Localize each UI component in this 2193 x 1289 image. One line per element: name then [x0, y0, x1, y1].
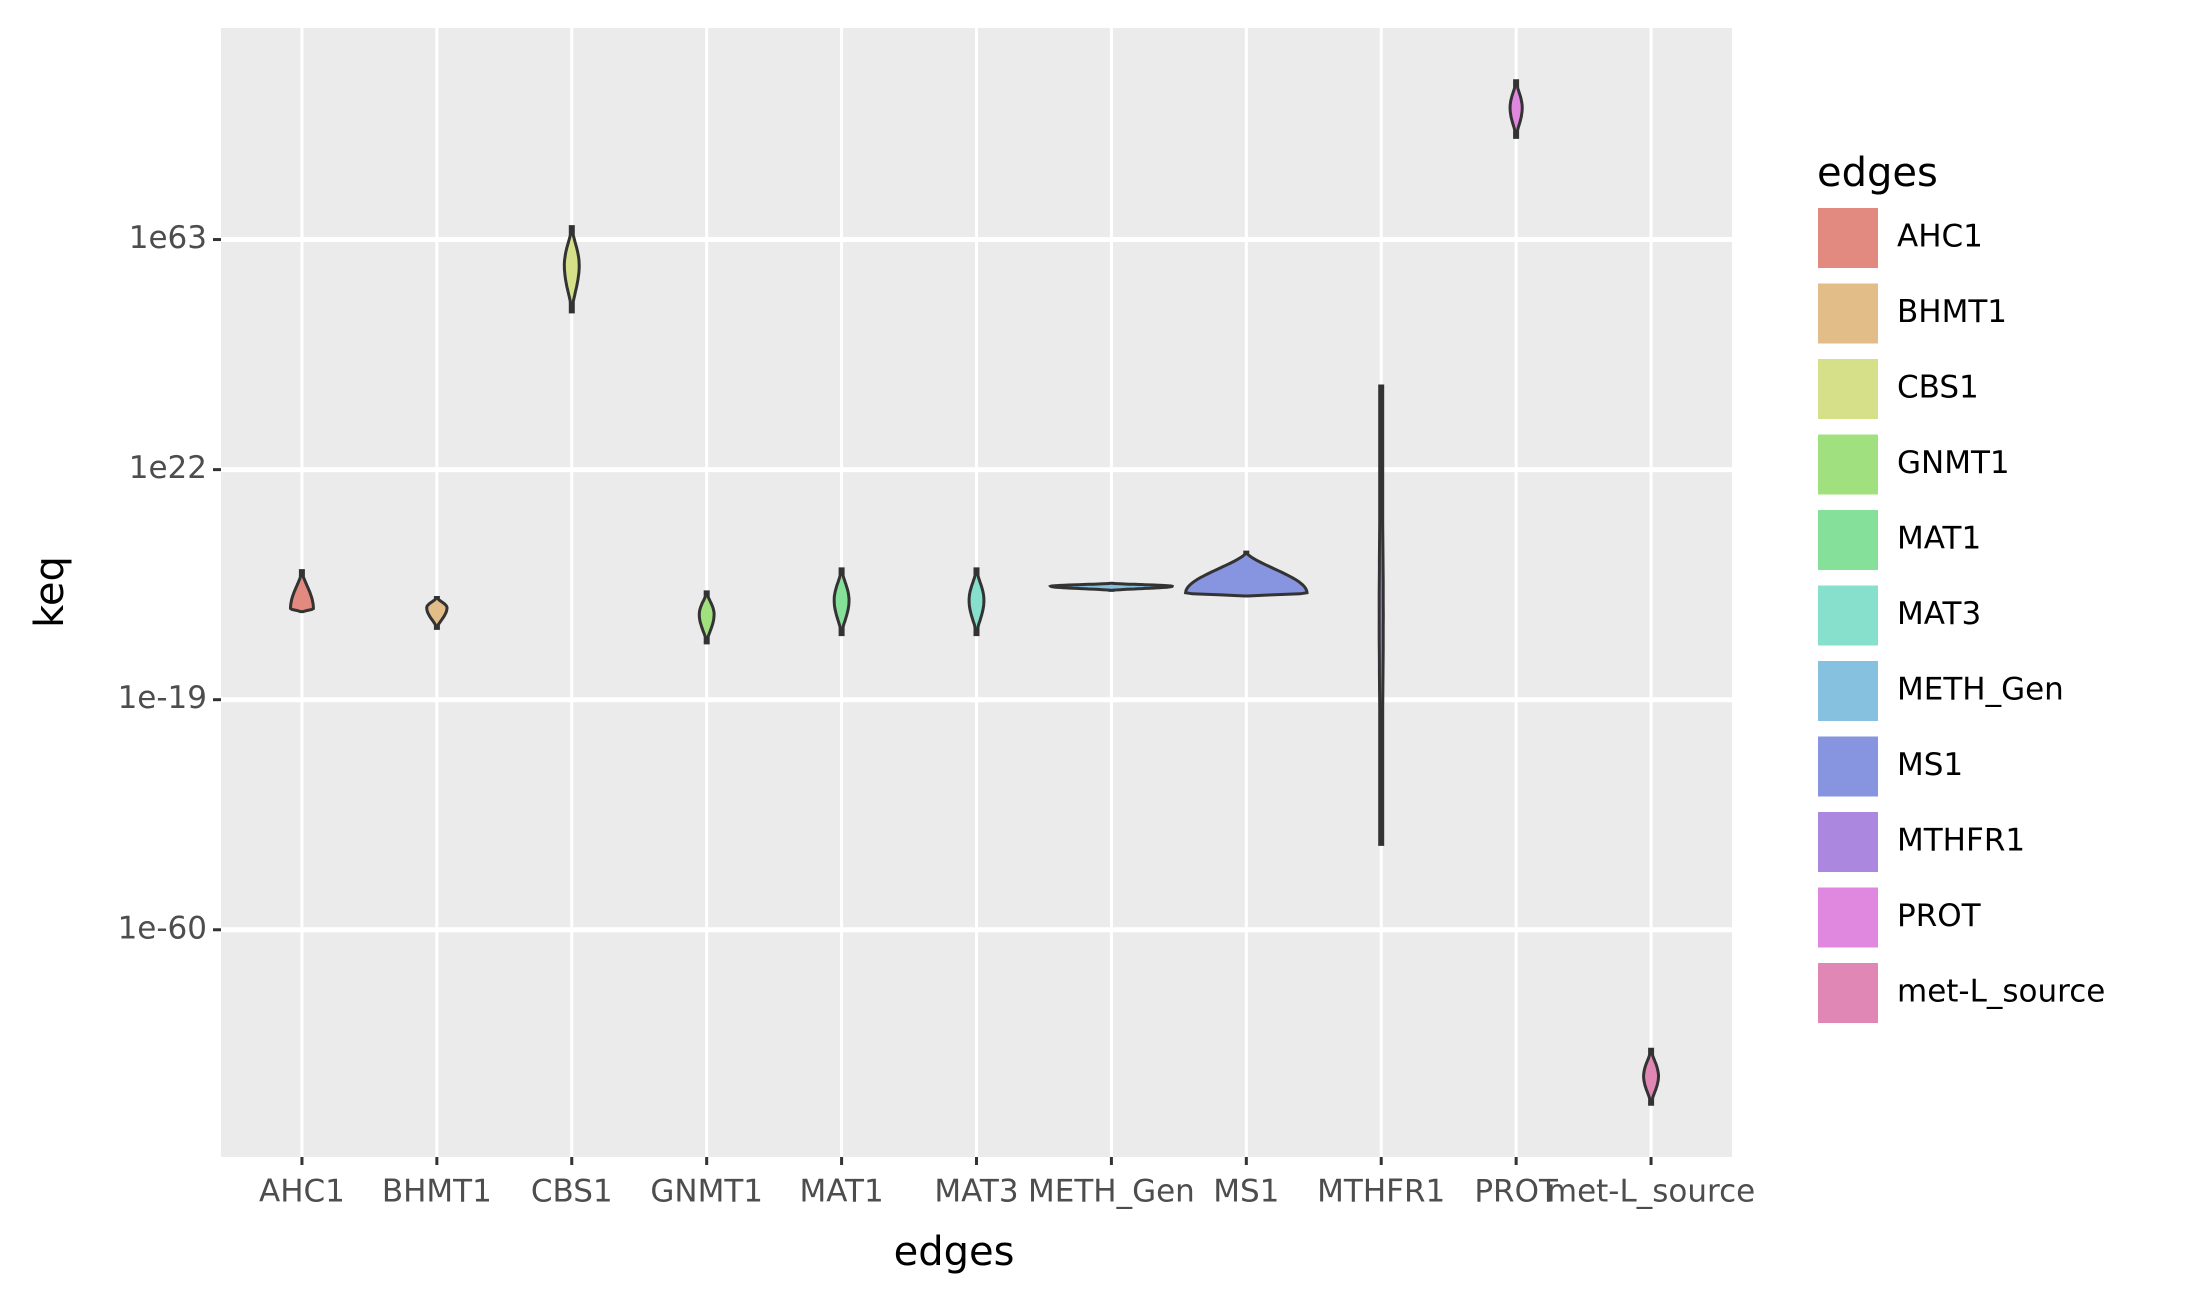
- violin: [697, 590, 716, 645]
- legend-title: edges: [1817, 150, 1938, 196]
- y-tick-label: 1e63: [129, 220, 207, 256]
- legend-label: MTHFR1: [1897, 823, 2025, 859]
- legend-label: MAT1: [1897, 521, 1981, 557]
- violin: [1048, 581, 1175, 592]
- x-tick-label: MAT3: [934, 1174, 1018, 1210]
- legend-key: [1816, 734, 1880, 799]
- legend-key: [1816, 885, 1880, 950]
- legend-key: [1816, 281, 1880, 346]
- x-tick-label: GNMT1: [650, 1174, 763, 1210]
- violin: [832, 567, 851, 637]
- legend-label: MAT3: [1897, 596, 1981, 632]
- legend-label: AHC1: [1897, 219, 1983, 255]
- legend-label: METH_Gen: [1897, 672, 2064, 708]
- legend-key: [1816, 432, 1880, 497]
- x-tick-label: MTHFR1: [1317, 1174, 1445, 1210]
- legend-key: [1816, 659, 1880, 723]
- violin: [1183, 550, 1309, 598]
- violin: [967, 567, 986, 637]
- y-tick-label: 1e-19: [118, 680, 207, 716]
- legend-key: [1816, 508, 1880, 572]
- legend-label: PROT: [1897, 898, 1982, 934]
- violin: [1508, 79, 1524, 139]
- x-tick-label: MAT1: [799, 1174, 883, 1210]
- y-axis-title: keq: [27, 556, 73, 628]
- legend-label: GNMT1: [1897, 445, 2010, 481]
- legend-label: MS1: [1897, 747, 1963, 783]
- legend-label: BHMT1: [1897, 294, 2007, 330]
- x-tick-label: METH_Gen: [1028, 1174, 1195, 1210]
- y-tick-label: 1e-60: [118, 910, 207, 946]
- violin: [1642, 1047, 1660, 1106]
- violin: [1377, 384, 1385, 846]
- x-tick-label: met-L_source: [1547, 1174, 1755, 1210]
- violin: [425, 596, 449, 630]
- legend-key: [1816, 961, 1880, 1025]
- violin: [562, 225, 581, 314]
- x-tick-label: CBS1: [531, 1174, 613, 1210]
- x-tick-label: BHMT1: [382, 1174, 492, 1210]
- x-axis-title: edges: [894, 1229, 1015, 1275]
- legend-key: [1816, 206, 1880, 270]
- x-tick-label: MS1: [1213, 1174, 1279, 1210]
- legend-label: CBS1: [1897, 370, 1979, 406]
- x-tick-label: AHC1: [259, 1174, 345, 1210]
- violin: [289, 569, 315, 614]
- legend-key: [1816, 810, 1880, 874]
- legend-label: met-L_source: [1897, 974, 2105, 1010]
- x-tick-label: PROT: [1474, 1174, 1559, 1210]
- y-tick-label: 1e22: [129, 450, 207, 486]
- legend-key: [1816, 357, 1880, 421]
- legend-key: [1816, 583, 1880, 648]
